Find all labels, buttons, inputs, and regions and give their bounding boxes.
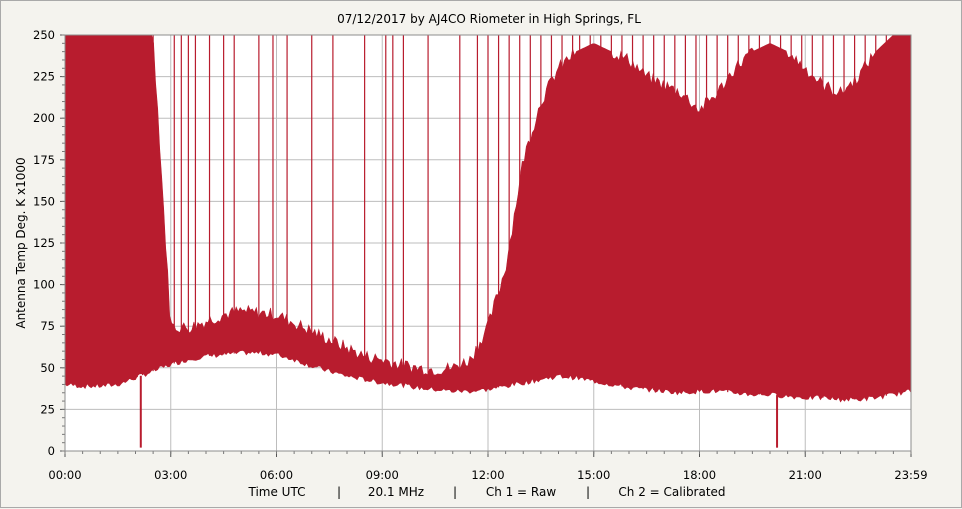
- plot-border: [64, 34, 912, 452]
- chart-title: 07/12/2017 by AJ4CO Riometer in High Spr…: [337, 12, 641, 26]
- footer-sep-1: |: [337, 485, 341, 499]
- y-tick-label: 50: [40, 361, 55, 375]
- data-layer: [64, 34, 912, 448]
- x-tick-label: 18:00: [683, 468, 716, 482]
- footer-sep-2: |: [453, 485, 457, 499]
- y-tick-label: 200: [33, 111, 55, 125]
- x-tick-label: 15:00: [577, 468, 610, 482]
- y-tick-label: 25: [40, 402, 55, 416]
- footer-ch2: Ch 2 = Calibrated: [618, 485, 725, 499]
- y-tick-label: 100: [33, 278, 55, 292]
- axes: 0 25 50 75 100 125 150 175 200 225 250 00:00 03:00 06…: [33, 28, 928, 482]
- y-tick-label: 0: [48, 444, 55, 458]
- y-tick-label: 125: [33, 236, 55, 250]
- footer-sep-3: |: [586, 485, 590, 499]
- x-tick-label: 03:00: [154, 468, 187, 482]
- x-tick-label: 21:00: [789, 468, 822, 482]
- x-tick-label: 09:00: [366, 468, 399, 482]
- y-axis-label: Antenna Temp Deg. K x1000: [14, 157, 28, 328]
- y-tick-label: 75: [40, 319, 55, 333]
- y-tick-label: 225: [33, 70, 55, 84]
- y-tick-label: 150: [33, 194, 55, 208]
- x-tick-label: 23:59: [894, 468, 927, 482]
- y-tick-label: 175: [33, 153, 55, 167]
- footer-time: Time UTC: [248, 485, 306, 499]
- x-tick-label: 12:00: [471, 468, 504, 482]
- x-tick-label: 00:00: [48, 468, 81, 482]
- footer-legend: Time UTC | 20.1 MHz | Ch 1 = Raw | Ch 2 …: [248, 485, 726, 499]
- footer-frequency: 20.1 MHz: [368, 485, 424, 499]
- y-tick-label: 250: [33, 28, 55, 42]
- x-tick-label: 06:00: [260, 468, 293, 482]
- footer-ch1: Ch 1 = Raw: [486, 485, 557, 499]
